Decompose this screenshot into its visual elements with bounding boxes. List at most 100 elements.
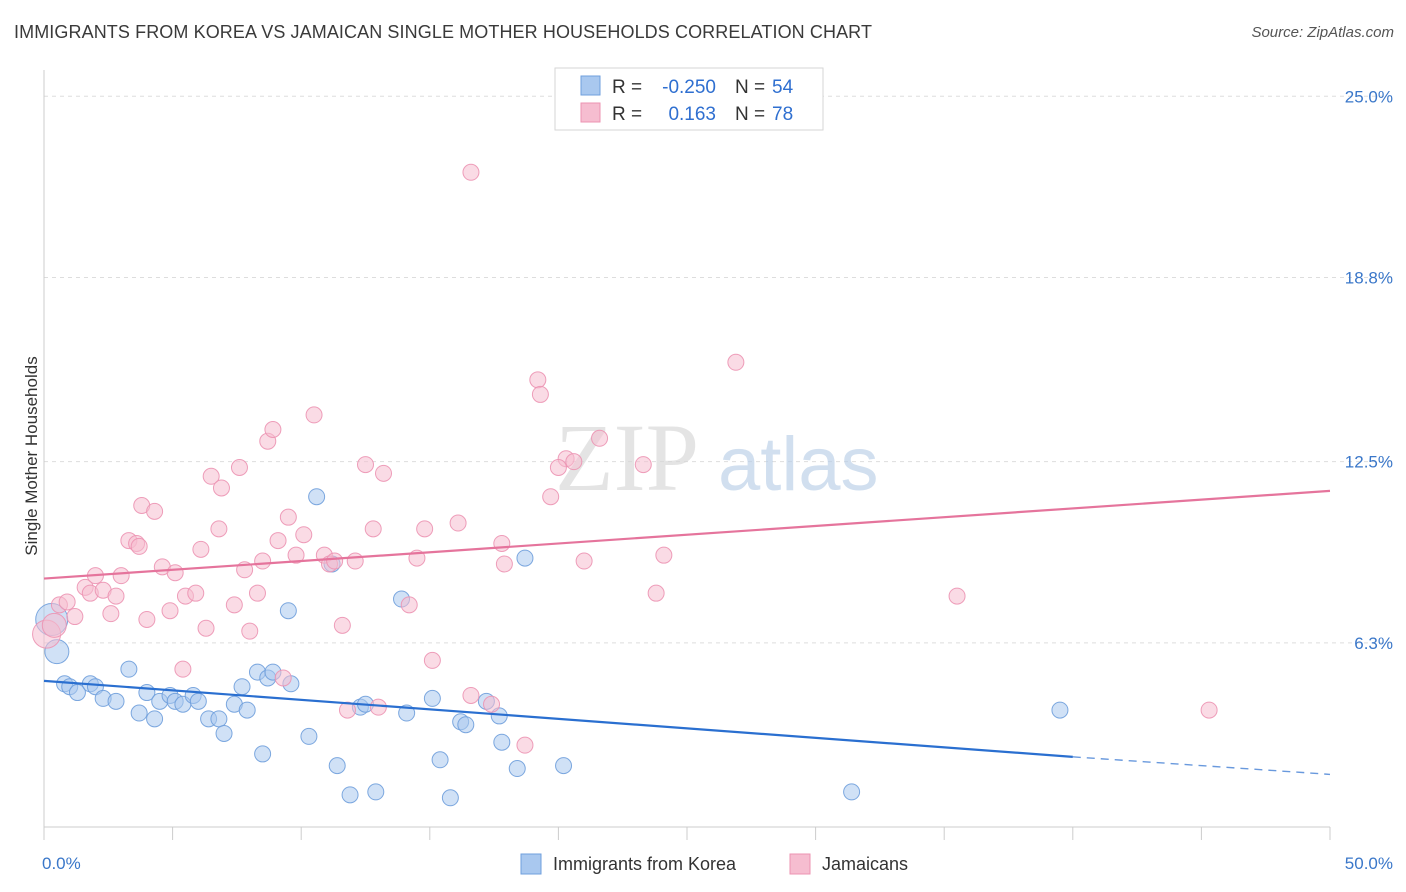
jamaica-point [634, 456, 652, 474]
jamaica-point [423, 651, 441, 669]
jamaica-point [202, 467, 220, 485]
grid-lines [44, 95, 1392, 644]
jamaica-point [655, 546, 673, 564]
korea-point [238, 701, 256, 719]
legend-jamaica-r-label: R = [612, 104, 642, 125]
jamaica-point [212, 479, 230, 497]
jamaica-point [462, 686, 480, 704]
jamaica-point [241, 622, 259, 640]
korea-point [120, 660, 138, 678]
korea-point [215, 724, 233, 742]
jamaica-point [542, 488, 560, 506]
korea-point [308, 488, 326, 506]
jamaica-point [264, 421, 282, 439]
korea-point [86, 678, 104, 696]
legend-korea-n-label: N = [735, 77, 765, 98]
jamaica-point [305, 406, 323, 424]
jamaica-point [269, 532, 287, 550]
series-korea-points [35, 488, 1069, 807]
korea-point [68, 684, 86, 702]
legend-korea-n-value: 54 [772, 77, 794, 98]
jamaica-point [565, 453, 583, 471]
jamaica-point [647, 584, 665, 602]
jamaica-point [493, 534, 511, 552]
watermark: ZIP atlas [555, 404, 879, 511]
jamaica-point [107, 587, 125, 605]
jamaica-point [575, 552, 593, 570]
jamaica-point [449, 514, 467, 532]
jamaica-point [375, 464, 393, 482]
jamaica-point [174, 660, 192, 678]
jamaica-point [210, 520, 228, 538]
jamaica-point [248, 584, 266, 602]
korea-point [431, 751, 449, 769]
jamaica-point [225, 596, 243, 614]
chart-title: IMMIGRANTS FROM KOREA VS JAMAICAN SINGLE… [14, 22, 873, 42]
jamaica-point [187, 584, 205, 602]
x-tick-labels: 0.0% 50.0% [42, 854, 1393, 873]
source-label: Source: ZipAtlas.com [1251, 24, 1394, 41]
korea-point [457, 716, 475, 734]
jamaica-point [161, 602, 179, 620]
korea-point [516, 549, 534, 567]
jamaica-point [357, 456, 374, 474]
korea-point [210, 710, 228, 728]
bottom-legend-jamaica-label: Jamaicans [822, 854, 908, 874]
korea-trend-extension [1072, 756, 1331, 776]
korea-point [254, 745, 272, 763]
jamaica-point [254, 552, 272, 570]
bottom-legend-swatch-jamaica [789, 853, 811, 875]
jamaica-point [483, 695, 501, 713]
jamaica-point [279, 508, 297, 526]
watermark-atlas: atlas [718, 422, 879, 507]
korea-point [107, 692, 125, 710]
korea-point [493, 733, 511, 751]
korea-point [555, 757, 573, 775]
legend-jamaica-r-value: 0.163 [668, 104, 716, 125]
y-tick-label: 18.8% [1345, 269, 1393, 288]
korea-point [130, 704, 148, 722]
x-tick-label-max: 50.0% [1345, 854, 1393, 873]
jamaica-point [230, 458, 248, 476]
legend-korea-r-value: -0.250 [662, 77, 716, 98]
jamaica-point [346, 552, 364, 570]
y-tick-label: 6.3% [1354, 634, 1393, 653]
korea-point [189, 692, 207, 710]
jamaica-point [287, 546, 305, 564]
korea-point [279, 602, 297, 620]
jamaica-point [369, 698, 387, 716]
axes [43, 70, 1331, 840]
korea-point [1051, 701, 1069, 719]
korea-point [441, 789, 459, 807]
korea-point [233, 678, 251, 696]
jamaica-point [400, 596, 418, 614]
legend-korea-r-label: R = [612, 77, 642, 98]
jamaica-point [146, 502, 164, 520]
series-legend: Immigrants from Korea Jamaicans [520, 853, 908, 875]
jamaica-point [416, 520, 434, 538]
korea-point [328, 757, 346, 775]
jamaica-point [495, 555, 513, 573]
korea-point [341, 786, 359, 804]
y-axis-label: Single Mother Households [22, 356, 41, 555]
legend-jamaica-n-value: 78 [772, 104, 793, 125]
jamaica-point [58, 593, 76, 611]
bottom-legend-swatch-korea [520, 853, 542, 875]
jamaica-point [197, 619, 215, 637]
jamaica-point [549, 458, 567, 476]
korea-point [843, 783, 861, 801]
jamaica-point [102, 605, 120, 623]
jamaica-trend-line [43, 489, 1331, 580]
jamaica-point [326, 552, 344, 570]
korea-point [146, 710, 164, 728]
jamaica-point [591, 429, 609, 447]
jamaica-point [338, 701, 356, 719]
trend-lines [43, 489, 1331, 776]
jamaica-point [531, 385, 549, 403]
jamaica-point [1200, 701, 1218, 719]
bottom-legend-korea-label: Immigrants from Korea [553, 854, 737, 874]
korea-point [367, 783, 385, 801]
jamaica-point [727, 353, 745, 371]
jamaica-point [364, 520, 382, 538]
